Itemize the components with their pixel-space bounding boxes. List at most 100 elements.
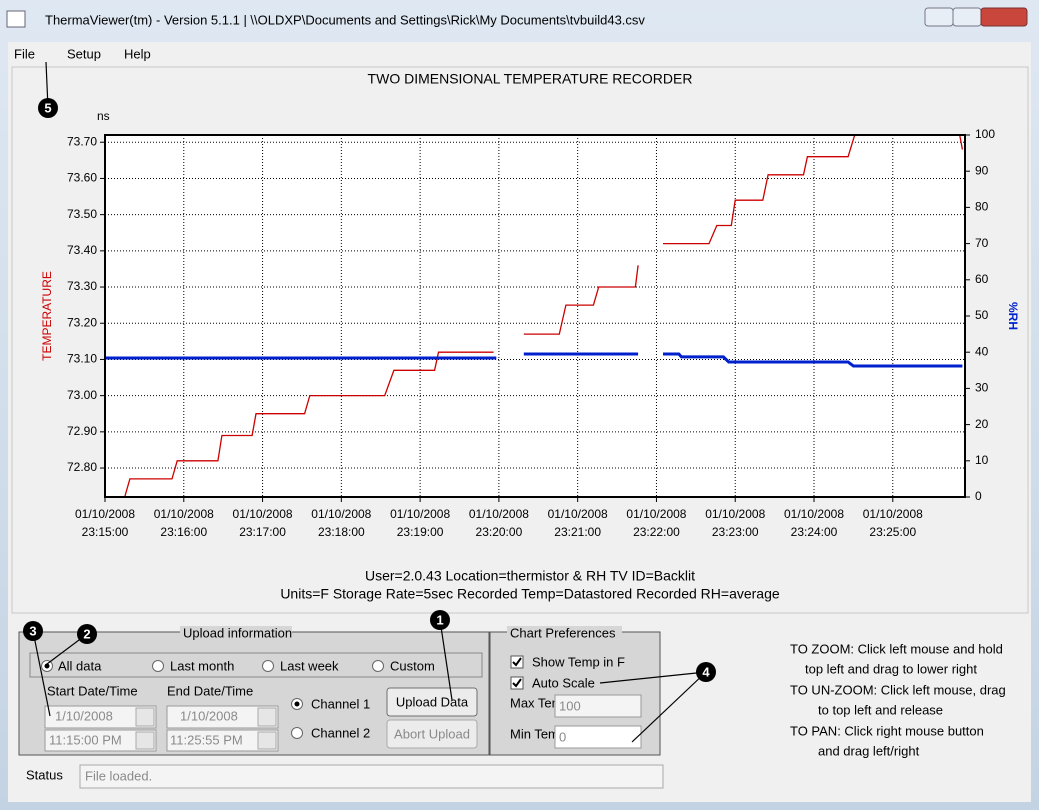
checkbox-label[interactable]: Show Temp in F — [532, 654, 625, 669]
y2-tick-label: 90 — [975, 163, 989, 177]
y2-tick-label: 0 — [975, 489, 982, 503]
callout — [38, 98, 58, 118]
status-text: File loaded. — [85, 768, 152, 783]
min-temp-input[interactable] — [554, 725, 642, 749]
plot-frame — [104, 134, 966, 498]
y2-tick-label: 70 — [975, 236, 989, 250]
callout — [430, 610, 450, 630]
x-tick-label: 23:20:00 — [476, 525, 523, 539]
checkmark — [512, 678, 522, 688]
checkmark — [512, 657, 522, 667]
radio[interactable] — [262, 660, 274, 672]
radio-label[interactable]: Channel 1 — [311, 696, 370, 711]
abort-button[interactable] — [386, 719, 478, 749]
date-picker[interactable] — [44, 705, 157, 729]
y-tick-label: 73.20 — [67, 315, 97, 329]
y2-tick-label: 30 — [975, 381, 989, 395]
radio-label[interactable]: All data — [58, 658, 102, 673]
callout-number: 2 — [83, 626, 90, 641]
radio[interactable] — [291, 727, 303, 739]
info-line: Units=F Storage Rate=5sec Recorded Temp=… — [280, 586, 780, 602]
x-tick-label: 01/10/2008 — [233, 507, 293, 521]
help-text: to top left and release — [818, 702, 943, 717]
spinner[interactable] — [257, 731, 277, 750]
x-tick-label: 23:23:00 — [712, 525, 759, 539]
time-picker[interactable] — [44, 729, 157, 752]
x-tick-label: 23:22:00 — [633, 525, 680, 539]
callout-number: 1 — [436, 612, 443, 627]
menu-item[interactable]: Help — [124, 46, 151, 61]
help-text: top left and drag to lower right — [805, 661, 977, 676]
y2-tick-label: 60 — [975, 272, 989, 286]
chart: TWO DIMENSIONAL TEMPERATURE RECORDER ns TE… — [40, 71, 1020, 602]
upload-button[interactable] — [386, 687, 478, 717]
unit-label: ns — [97, 109, 110, 123]
maximize-button[interactable] — [952, 7, 982, 27]
date-picker[interactable] — [166, 705, 279, 729]
help-text: TO ZOOM: Click left mouse and hold — [790, 641, 1003, 656]
y2-tick-label: 50 — [975, 308, 989, 322]
radio-label[interactable]: Channel 2 — [311, 725, 370, 740]
callout — [77, 624, 97, 644]
callout-number: 4 — [702, 664, 710, 679]
y-tick-label: 73.70 — [67, 134, 97, 148]
radio-dot — [44, 663, 50, 669]
close-button[interactable] — [980, 7, 1028, 27]
x-tick-label: 01/10/2008 — [863, 507, 923, 521]
max-temp-input[interactable] — [554, 694, 642, 718]
date-value: 1/10/2008 — [180, 708, 238, 723]
y2-tick-label: 20 — [975, 417, 989, 431]
callout-number: 3 — [29, 623, 36, 638]
x-tick-label: 23:15:00 — [82, 525, 129, 539]
time-picker[interactable] — [166, 729, 279, 752]
chart-title: TWO DIMENSIONAL TEMPERATURE RECORDER — [368, 71, 693, 87]
field-label: Min Temp — [510, 726, 566, 741]
field-label: End Date/Time — [167, 683, 253, 698]
legend-bg — [507, 626, 622, 640]
radio-label[interactable]: Last month — [170, 658, 234, 673]
group-legend: Chart Preferences — [510, 625, 616, 640]
series-line — [124, 135, 964, 497]
x-tick-label: 23:18:00 — [318, 525, 365, 539]
field-label: Start Date/Time — [47, 683, 138, 698]
y-tick-label: 73.60 — [67, 171, 97, 185]
y-tick-label: 73.40 — [67, 243, 97, 257]
info-line: User=2.0.43 Location=thermistor & RH TV … — [365, 568, 695, 584]
help-text: TO PAN: Click right mouse button — [790, 723, 984, 738]
y-tick-label: 73.00 — [67, 388, 97, 402]
minimize-button[interactable] — [924, 7, 954, 27]
y2-tick-label: 10 — [975, 453, 989, 467]
input-value: 0 — [559, 729, 566, 744]
checkbox-label[interactable]: Auto Scale — [532, 675, 595, 690]
callout — [696, 662, 716, 682]
menu-item[interactable]: File — [14, 46, 35, 61]
dropdown-button[interactable] — [257, 707, 277, 727]
spinner[interactable] — [135, 731, 155, 750]
help-text: TO UN-ZOOM: Click left mouse, drag — [790, 682, 1006, 697]
radio[interactable] — [372, 660, 384, 672]
menu-item[interactable]: Setup — [67, 46, 101, 61]
x-tick-label: 01/10/2008 — [784, 507, 844, 521]
radio-label[interactable]: Custom — [390, 658, 435, 673]
dropdown-button[interactable] — [135, 707, 155, 727]
y-tick-label: 73.50 — [67, 207, 97, 221]
chart-panel — [11, 66, 1029, 614]
window-title: ThermaViewer(tm) - Version 5.1.1 | \\OLD… — [45, 12, 645, 27]
x-tick-label: 23:17:00 — [239, 525, 286, 539]
x-tick-label: 01/10/2008 — [154, 507, 214, 521]
x-tick-label: 23:16:00 — [160, 525, 207, 539]
x-tick-label: 23:21:00 — [554, 525, 601, 539]
app-icon — [6, 10, 26, 28]
radio[interactable] — [152, 660, 164, 672]
x-tick-label: 23:25:00 — [869, 525, 916, 539]
y2-tick-label: 40 — [975, 344, 989, 358]
legend-bg — [180, 626, 292, 640]
x-tick-label: 01/10/2008 — [626, 507, 686, 521]
radio-label[interactable]: Last week — [280, 658, 339, 673]
x-tick-label: 01/10/2008 — [75, 507, 135, 521]
series-line — [105, 352, 963, 368]
time-value: 11:15:00 PM — [49, 732, 122, 747]
group-legend: Upload information — [183, 625, 292, 640]
x-tick-label: 01/10/2008 — [548, 507, 608, 521]
